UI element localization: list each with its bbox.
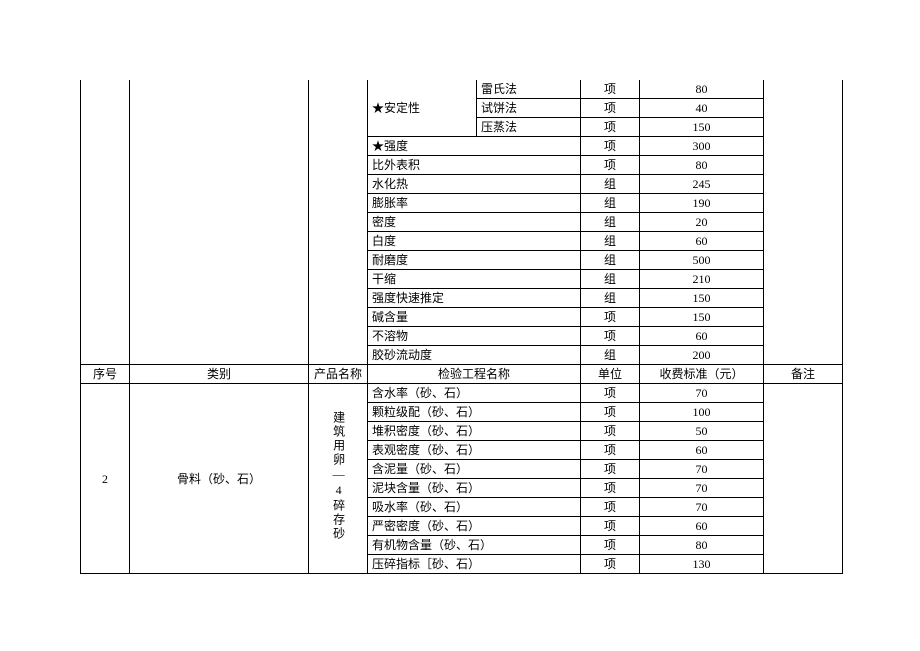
- test-name: 比外表积: [368, 156, 581, 175]
- test-unit: 项: [581, 156, 640, 175]
- header-fee: 收费标准（元）: [640, 365, 764, 384]
- header-name: 检验工程名称: [368, 365, 581, 384]
- test-name: 耐磨度: [368, 251, 581, 270]
- test-name: 干缩: [368, 270, 581, 289]
- test-unit: 项: [581, 137, 640, 156]
- test-fee: 60: [640, 517, 764, 536]
- s1-prod-blank: [309, 80, 368, 365]
- s1-cat-blank: [130, 80, 309, 365]
- test-name: 含泥量（砂、石）: [368, 460, 581, 479]
- test-fee: 20: [640, 213, 764, 232]
- test-fee: 150: [640, 289, 764, 308]
- test-fee: 60: [640, 232, 764, 251]
- test-fee: 60: [640, 327, 764, 346]
- test-unit: 组: [581, 194, 640, 213]
- test-fee: 70: [640, 384, 764, 403]
- test-unit: 项: [581, 517, 640, 536]
- header-unit: 单位: [581, 365, 640, 384]
- test-name: 严密密度（砂、石）: [368, 517, 581, 536]
- test-name: 膨胀率: [368, 194, 581, 213]
- test-unit: 项: [581, 422, 640, 441]
- header-seq: 序号: [81, 365, 130, 384]
- test-fee: 500: [640, 251, 764, 270]
- test-name: 胶砂流动度: [368, 346, 581, 365]
- test-name: 表观密度（砂、石）: [368, 441, 581, 460]
- test-unit: 项: [581, 80, 640, 99]
- test-unit: 项: [581, 384, 640, 403]
- test-fee: 50: [640, 422, 764, 441]
- test-unit: 项: [581, 460, 640, 479]
- s2-product: 建筑用卵—4碎存砂: [309, 384, 368, 574]
- test-name: 压蒸法: [477, 118, 581, 137]
- pricing-table: ★安定性 雷氏法 项 80 试饼法 项 40 压蒸法 项 150 ★强度项300…: [80, 80, 843, 574]
- test-fee: 80: [640, 80, 764, 99]
- s2-category: 骨料（砂、石）: [130, 384, 309, 574]
- test-unit: 组: [581, 251, 640, 270]
- test-name: 颗粒级配（砂、石）: [368, 403, 581, 422]
- test-fee: 80: [640, 156, 764, 175]
- test-unit: 组: [581, 175, 640, 194]
- test-fee: 150: [640, 308, 764, 327]
- s1-note-blank: [764, 80, 843, 365]
- test-unit: 项: [581, 308, 640, 327]
- test-fee: 210: [640, 270, 764, 289]
- test-fee: 150: [640, 118, 764, 137]
- test-unit: 项: [581, 118, 640, 137]
- test-name: 碱含量: [368, 308, 581, 327]
- header-note: 备注: [764, 365, 843, 384]
- test-unit: 项: [581, 498, 640, 517]
- test-unit: 组: [581, 289, 640, 308]
- test-name: 白度: [368, 232, 581, 251]
- test-name: 含水率（砂、石）: [368, 384, 581, 403]
- test-fee: 300: [640, 137, 764, 156]
- test-fee: 130: [640, 555, 764, 574]
- test-fee: 80: [640, 536, 764, 555]
- test-unit: 组: [581, 213, 640, 232]
- test-fee: 200: [640, 346, 764, 365]
- test-name: 吸水率（砂、石）: [368, 498, 581, 517]
- test-name: 压碎指标［砂、石）: [368, 555, 581, 574]
- test-name: 不溶物: [368, 327, 581, 346]
- test-name: 泥块含量（砂、石）: [368, 479, 581, 498]
- test-name: 堆积密度（砂、石）: [368, 422, 581, 441]
- test-unit: 组: [581, 232, 640, 251]
- test-fee: 100: [640, 403, 764, 422]
- test-fee: 60: [640, 441, 764, 460]
- test-unit: 项: [581, 441, 640, 460]
- s2-note-blank: [764, 384, 843, 574]
- stability-label: ★安定性: [368, 80, 477, 137]
- header-cat: 类别: [130, 365, 309, 384]
- test-fee: 70: [640, 460, 764, 479]
- test-fee: 190: [640, 194, 764, 213]
- s1-seq-blank: [81, 80, 130, 365]
- test-name: 密度: [368, 213, 581, 232]
- test-name: 试饼法: [477, 99, 581, 118]
- test-name: 雷氏法: [477, 80, 581, 99]
- test-name: 水化热: [368, 175, 581, 194]
- test-fee: 70: [640, 498, 764, 517]
- test-name: ★强度: [368, 137, 581, 156]
- test-unit: 项: [581, 536, 640, 555]
- test-fee: 245: [640, 175, 764, 194]
- test-unit: 项: [581, 99, 640, 118]
- test-fee: 70: [640, 479, 764, 498]
- test-unit: 项: [581, 327, 640, 346]
- s2-seq: 2: [81, 384, 130, 574]
- test-name: 强度快速推定: [368, 289, 581, 308]
- test-unit: 组: [581, 270, 640, 289]
- test-unit: 项: [581, 479, 640, 498]
- test-name: 有机物含量（砂、石）: [368, 536, 581, 555]
- s2-product-text: 建筑用卵—4碎存砂: [331, 411, 344, 541]
- header-prod: 产品名称: [309, 365, 368, 384]
- test-fee: 40: [640, 99, 764, 118]
- test-unit: 项: [581, 403, 640, 422]
- test-unit: 组: [581, 346, 640, 365]
- test-unit: 项: [581, 555, 640, 574]
